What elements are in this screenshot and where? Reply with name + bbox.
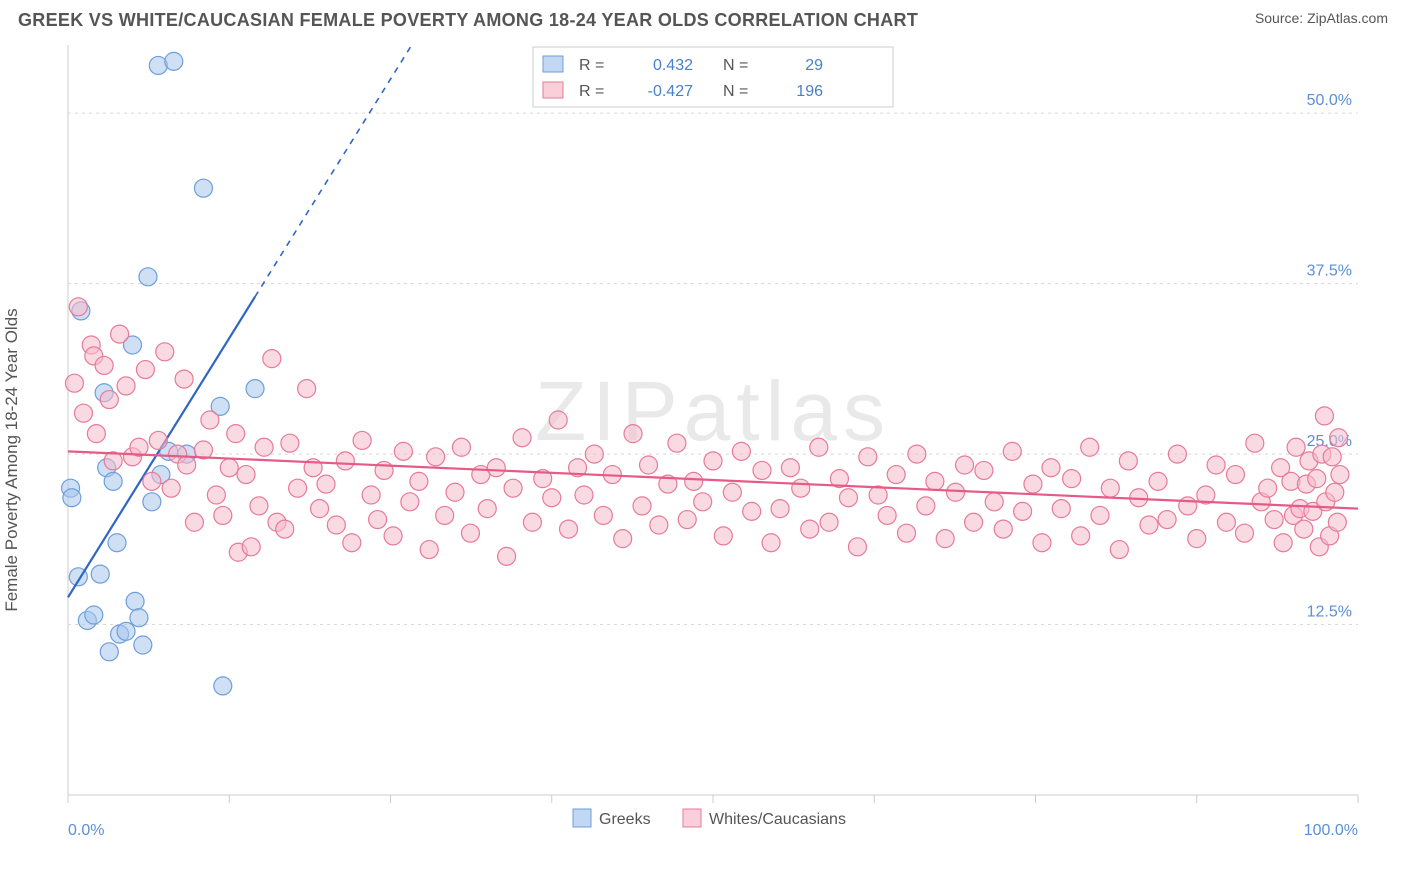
series-greeks	[62, 45, 412, 695]
legend-stat: 0.432	[653, 57, 693, 74]
source-attribution: Source: ZipAtlas.com	[1255, 10, 1388, 26]
legend-label: Greeks	[599, 811, 651, 828]
y-tick-label: 12.5%	[1307, 604, 1352, 621]
legend-stat: N =	[723, 83, 748, 100]
y-tick-label: 50.0%	[1307, 92, 1352, 109]
header: GREEK VS WHITE/CAUCASIAN FEMALE POVERTY …	[0, 0, 1406, 35]
legend-stat: R =	[579, 83, 604, 100]
chart-container: Female Poverty Among 18-24 Year Olds 12.…	[18, 35, 1388, 885]
legend-stat: 196	[796, 83, 823, 100]
legend-stat: N =	[723, 57, 748, 74]
source-link[interactable]: ZipAtlas.com	[1307, 10, 1388, 26]
legend-stat: -0.427	[648, 83, 693, 100]
legend-stat: 29	[805, 57, 823, 74]
legend-series: Greeks Whites/Caucasians	[573, 809, 846, 828]
legend-stat: R =	[579, 57, 604, 74]
source-prefix: Source:	[1255, 10, 1307, 26]
x-tick-label: 0.0%	[68, 822, 104, 839]
scatter-chart: 12.5%25.0%37.5%50.0%0.0%100.0%ZIPatlasR …	[18, 35, 1368, 885]
x-tick-label: 100.0%	[1304, 822, 1358, 839]
y-tick-label: 37.5%	[1307, 263, 1352, 280]
watermark: ZIPatlas	[535, 364, 891, 458]
page-title: GREEK VS WHITE/CAUCASIAN FEMALE POVERTY …	[18, 10, 918, 31]
legend-label: Whites/Caucasians	[709, 811, 846, 828]
y-axis-label: Female Poverty Among 18-24 Year Olds	[2, 308, 22, 611]
